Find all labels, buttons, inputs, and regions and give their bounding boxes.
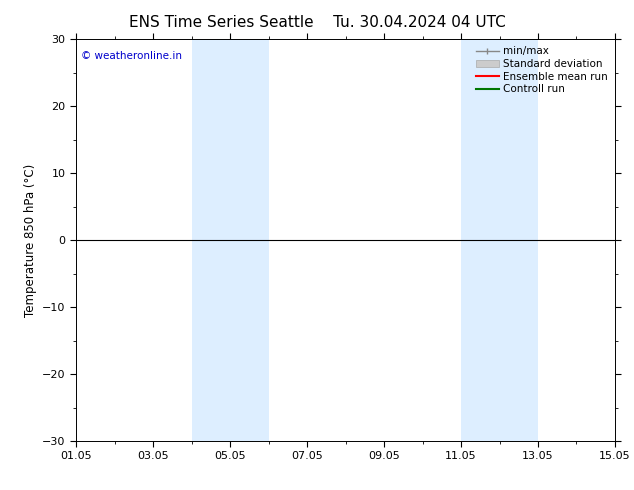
Bar: [461, 39, 538, 441]
Legend: min/max, Standard deviation, Ensemble mean run, Controll run: min/max, Standard deviation, Ensemble me…: [472, 42, 612, 98]
Text: © weatheronline.in: © weatheronline.in: [81, 51, 183, 61]
Y-axis label: Temperature 850 hPa (°C): Temperature 850 hPa (°C): [23, 164, 37, 317]
Text: ENS Time Series Seattle    Tu. 30.04.2024 04 UTC: ENS Time Series Seattle Tu. 30.04.2024 0…: [129, 15, 505, 30]
Bar: [191, 39, 269, 441]
